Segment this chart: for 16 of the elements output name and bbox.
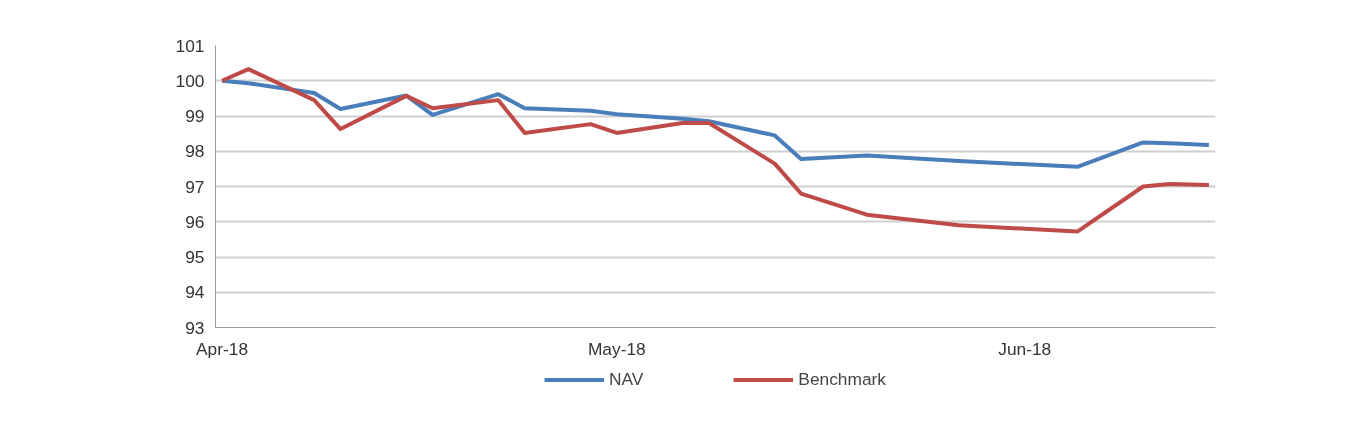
y-tick-label: 98 — [185, 141, 205, 162]
legend-label: Benchmark — [798, 368, 886, 390]
y-tick-label: 100 — [175, 70, 205, 91]
x-tick-label: Apr-18 — [196, 338, 249, 359]
line-series — [220, 67, 1211, 234]
y-tick-label: 101 — [175, 35, 205, 56]
x-tick-label: Jun-18 — [998, 338, 1052, 359]
y-tick-label: 94 — [185, 282, 205, 303]
y-tick-label: 99 — [185, 106, 205, 126]
y-tick-label: 96 — [185, 211, 205, 232]
y-tick-label: 97 — [185, 176, 205, 197]
y-tick-label: 95 — [185, 247, 205, 267]
y-tick-label: 93 — [185, 317, 205, 338]
legend-label: NAV — [609, 368, 644, 390]
line-series — [220, 78, 1211, 169]
x-tick-label: May-18 — [587, 338, 646, 359]
